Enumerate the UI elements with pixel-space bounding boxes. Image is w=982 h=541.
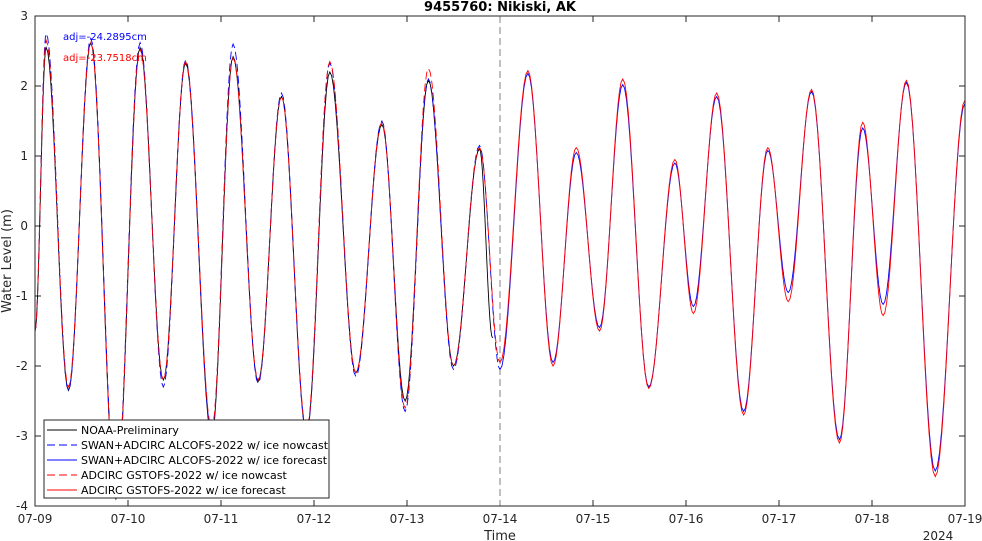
- y-tick-label: 1: [20, 149, 28, 163]
- y-tick-label: -1: [16, 289, 28, 303]
- legend-box: [43, 419, 330, 499]
- legend: NOAA-Preliminary SWAN+ADCIRC ALCOFS-2022 …: [43, 419, 330, 499]
- y-tick-label: -3: [16, 429, 28, 443]
- x-tick-label: 07-14: [483, 512, 518, 526]
- chart-title: 9455760: Nikiski, AK: [424, 0, 577, 15]
- y-tick-label: -4: [16, 499, 28, 513]
- x-tick-label: 07-16: [669, 512, 704, 526]
- annotation-alcofs-adj: adj=-24.2895cm: [63, 32, 147, 43]
- legend-label-0: NOAA-Preliminary: [81, 424, 179, 437]
- x-axis-label: Time: [483, 529, 516, 541]
- x-tick-label: 07-18: [855, 512, 890, 526]
- legend-label-3: ADCIRC GSTOFS-2022 w/ ice nowcast: [81, 469, 287, 482]
- legend-label-2: SWAN+ADCIRC ALCOFS-2022 w/ ice forecast: [81, 454, 328, 467]
- x-tick-label: 07-10: [111, 512, 146, 526]
- series-line-3: [34, 38, 501, 498]
- year-label: 2024: [923, 529, 954, 541]
- legend-label-4: ADCIRC GSTOFS-2022 w/ ice forecast: [81, 484, 286, 497]
- x-tick-label: 07-17: [762, 512, 797, 526]
- annotation-gstofs-adj: adj=-23.7518cm: [63, 53, 147, 64]
- y-tick-label: 0: [20, 219, 28, 233]
- x-tick-label: 07-09: [18, 512, 53, 526]
- y-tick-label: 2: [20, 79, 28, 93]
- y-tick-label: -2: [16, 359, 28, 373]
- x-tick-label: 07-13: [390, 512, 425, 526]
- y-axis-label: Water Level (m): [0, 209, 15, 313]
- legend-label-1: SWAN+ADCIRC ALCOFS-2022 w/ ice nowcast: [81, 439, 329, 452]
- series-line-4: [499, 69, 966, 478]
- plot-frame: [34, 15, 966, 507]
- series-lines: [34, 31, 966, 501]
- x-tick-label: 07-11: [204, 512, 239, 526]
- x-tick-label: 07-12: [297, 512, 332, 526]
- x-tick-label: 07-15: [576, 512, 611, 526]
- x-tick-label: 07-19: [948, 512, 982, 526]
- y-tick-label: 3: [20, 9, 28, 23]
